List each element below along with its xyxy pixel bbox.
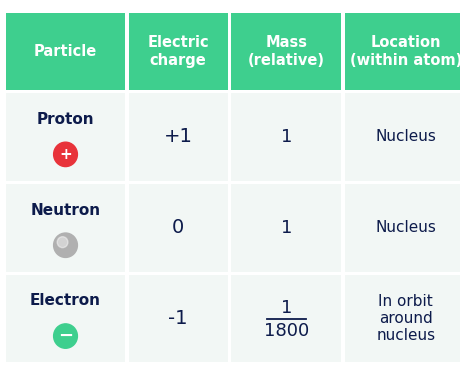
FancyBboxPatch shape (129, 13, 228, 90)
Text: 0: 0 (172, 218, 184, 237)
Text: Proton: Proton (36, 112, 94, 127)
Text: 1: 1 (281, 218, 292, 237)
Text: Particle: Particle (34, 44, 97, 59)
Text: 1: 1 (281, 128, 292, 146)
Text: In orbit
around
nucleus: In orbit around nucleus (376, 294, 435, 343)
FancyBboxPatch shape (129, 184, 228, 271)
Text: +1: +1 (164, 127, 192, 146)
FancyBboxPatch shape (129, 275, 228, 362)
FancyBboxPatch shape (345, 13, 466, 90)
FancyBboxPatch shape (345, 275, 466, 362)
FancyBboxPatch shape (231, 184, 341, 271)
FancyBboxPatch shape (231, 275, 341, 362)
Text: 1: 1 (281, 299, 292, 317)
FancyBboxPatch shape (129, 93, 228, 181)
FancyBboxPatch shape (345, 184, 466, 271)
Text: −: − (58, 327, 73, 345)
Text: Electric
charge: Electric charge (147, 35, 209, 68)
FancyBboxPatch shape (345, 93, 466, 181)
Text: Nucleus: Nucleus (375, 129, 436, 144)
FancyBboxPatch shape (231, 93, 341, 181)
Text: Location
(within atom): Location (within atom) (349, 35, 462, 68)
FancyBboxPatch shape (6, 13, 125, 90)
Ellipse shape (54, 142, 77, 167)
Ellipse shape (54, 233, 77, 257)
Text: Mass
(relative): Mass (relative) (248, 35, 325, 68)
FancyBboxPatch shape (231, 13, 341, 90)
FancyBboxPatch shape (6, 184, 125, 271)
Text: +: + (59, 147, 72, 162)
Text: Electron: Electron (30, 293, 101, 308)
FancyBboxPatch shape (6, 93, 125, 181)
Ellipse shape (57, 237, 68, 248)
Text: -1: -1 (168, 309, 188, 328)
Text: Neutron: Neutron (30, 203, 100, 218)
Text: Nucleus: Nucleus (375, 220, 436, 235)
Ellipse shape (54, 324, 77, 348)
FancyBboxPatch shape (6, 275, 125, 362)
Text: 1800: 1800 (264, 322, 309, 340)
